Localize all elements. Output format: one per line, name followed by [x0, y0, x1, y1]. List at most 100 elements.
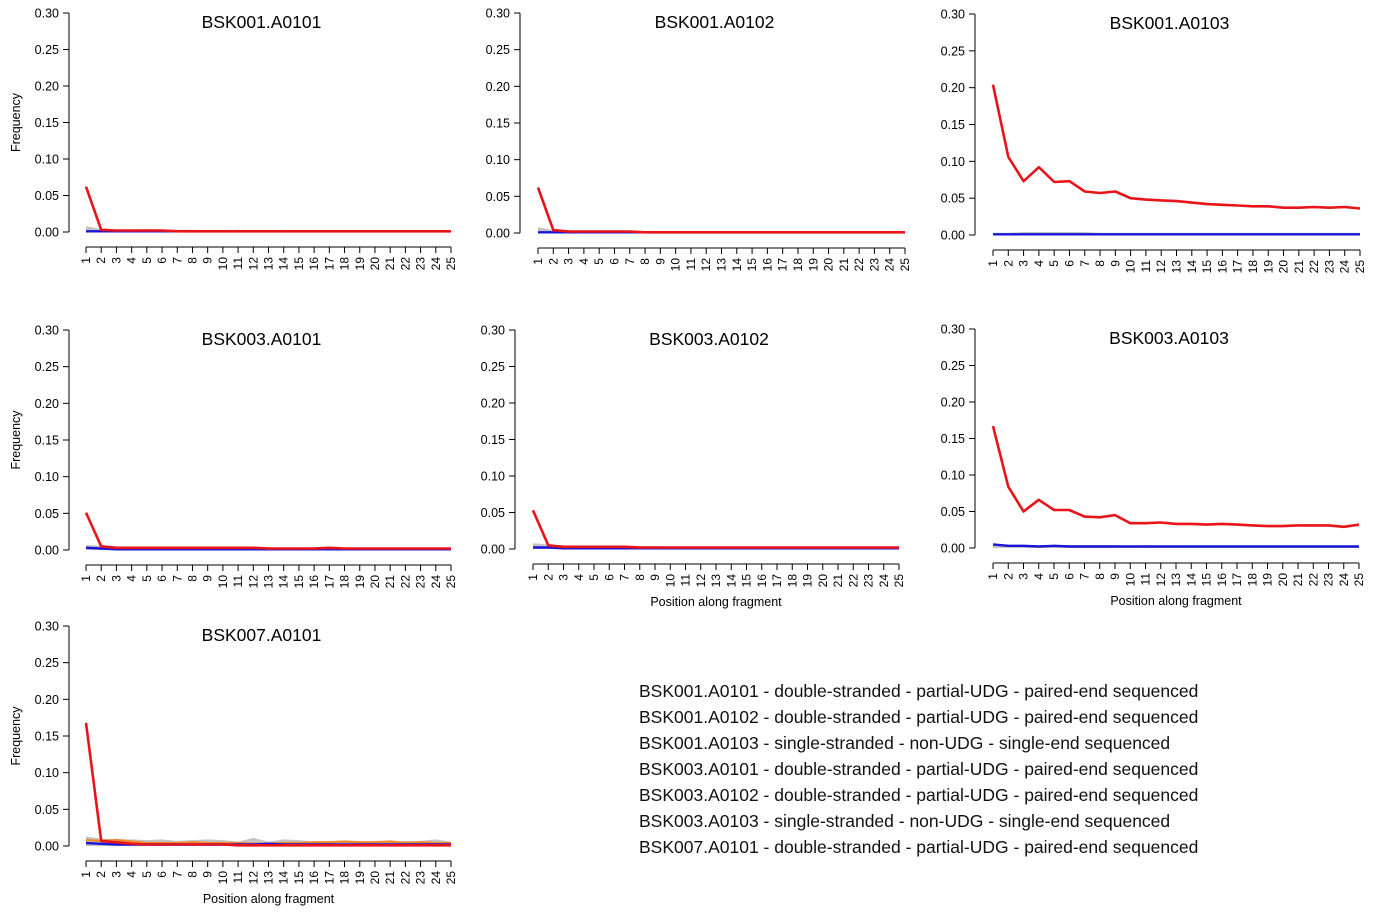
- series-line-red: [991, 84, 1361, 210]
- x-tick-label: 20: [1276, 573, 1290, 587]
- x-tick-label: 1: [986, 573, 1000, 580]
- x-tick-label: 6: [155, 257, 169, 264]
- y-axis-label: Frequency: [9, 410, 23, 470]
- x-tick-label: 11: [1139, 260, 1153, 273]
- x-tick-label: 13: [709, 574, 723, 588]
- y-tick-label: 0.00: [941, 542, 965, 556]
- x-tick-label: 13: [262, 871, 276, 885]
- x-tick-label: 11: [1139, 573, 1153, 586]
- x-tick-label: 4: [577, 258, 591, 265]
- x-tick-label: 23: [867, 258, 881, 272]
- x-tick-label: 13: [715, 258, 729, 272]
- series-line-red: [991, 425, 1360, 529]
- x-tick-label: 14: [1185, 260, 1199, 274]
- x-tick-label: 9: [201, 871, 215, 878]
- x-tick-label: 10: [663, 574, 677, 588]
- x-tick-label: 14: [277, 871, 291, 885]
- panel-title: BSK007.A0101: [202, 625, 322, 645]
- x-tick-label: 22: [1306, 573, 1320, 587]
- y-tick-label: 0.05: [941, 192, 965, 206]
- y-tick-label: 0.15: [941, 118, 965, 132]
- y-tick-label: 0.20: [486, 80, 510, 94]
- y-axis-label: Frequency: [9, 706, 23, 766]
- x-tick-label: 9: [201, 575, 215, 582]
- y-tick-label: 0.15: [35, 730, 59, 744]
- y-axis-label: Frequency: [9, 92, 23, 152]
- x-tick-label: 3: [109, 575, 123, 582]
- x-tick-label: 18: [791, 258, 805, 272]
- x-tick-label: 14: [730, 258, 744, 272]
- x-tick-label: 7: [170, 871, 184, 878]
- x-tick-label: 25: [444, 257, 458, 271]
- x-tick-label: 3: [557, 574, 571, 581]
- x-tick-label: 7: [1078, 573, 1092, 580]
- x-tick-label: 15: [1200, 260, 1214, 274]
- x-tick-label: 19: [353, 257, 367, 271]
- x-tick-label: 8: [185, 257, 199, 264]
- y-tick-label: 0.30: [481, 324, 505, 338]
- x-tick-label: 2: [541, 574, 555, 581]
- y-tick-label: 0.05: [35, 507, 59, 521]
- y-tick-label: 0.10: [35, 153, 59, 167]
- x-tick-label: 24: [1337, 573, 1351, 587]
- x-tick-label: 22: [846, 574, 860, 588]
- x-tick-label: 4: [572, 574, 586, 581]
- x-tick-label: 18: [338, 257, 352, 271]
- panel-title: BSK003.A0102: [649, 329, 769, 349]
- x-tick-label: 2: [1001, 573, 1015, 580]
- x-tick-label: 6: [602, 574, 616, 581]
- x-tick-label: 4: [125, 575, 139, 582]
- x-tick-label: 22: [398, 257, 412, 271]
- legend-entry: BSK001.A0103 - single-stranded - non-UDG…: [639, 733, 1171, 753]
- x-tick-label: 2: [1001, 260, 1015, 267]
- y-tick-label: 0.00: [486, 227, 510, 241]
- x-tick-label: 16: [755, 574, 769, 588]
- x-tick-label: 11: [684, 258, 698, 271]
- series-line-red: [536, 187, 905, 234]
- x-tick-label: 17: [770, 574, 784, 588]
- x-tick-label: 2: [546, 258, 560, 265]
- legend-entry: BSK001.A0102 - double-stranded - partial…: [639, 707, 1199, 727]
- x-tick-label: 22: [852, 258, 866, 272]
- y-tick-label: 0.10: [486, 153, 510, 167]
- x-tick-label: 8: [1093, 573, 1107, 580]
- x-tick-label: 19: [806, 258, 820, 272]
- y-tick-label: 0.25: [486, 43, 510, 57]
- x-tick-label: 1: [79, 871, 93, 878]
- y-tick-label: 0.15: [486, 117, 510, 131]
- x-tick-label: 11: [231, 871, 245, 884]
- x-tick-label: 1: [79, 257, 93, 264]
- y-tick-label: 0.05: [486, 190, 510, 204]
- panel-title: BSK001.A0102: [655, 12, 775, 32]
- legend-entry: BSK003.A0101 - double-stranded - partial…: [639, 759, 1199, 779]
- x-tick-label: 17: [322, 871, 336, 885]
- x-tick-label: 13: [1169, 573, 1183, 587]
- x-tick-label: 23: [1322, 573, 1336, 587]
- x-tick-label: 5: [1047, 260, 1061, 267]
- panel-title: BSK001.A0101: [202, 12, 322, 32]
- x-tick-label: 15: [1200, 573, 1214, 587]
- y-tick-label: 0.25: [481, 360, 505, 374]
- x-tick-label: 5: [1047, 573, 1061, 580]
- x-tick-label: 10: [1124, 260, 1138, 274]
- x-tick-label: 5: [140, 871, 154, 878]
- x-tick-label: 20: [816, 574, 830, 588]
- y-tick-label: 0.10: [481, 470, 505, 484]
- y-tick-label: 0.00: [941, 229, 965, 243]
- y-tick-label: 0.05: [481, 506, 505, 520]
- x-tick-label: 24: [1338, 260, 1352, 274]
- x-tick-label: 19: [353, 575, 367, 589]
- x-tick-label: 5: [587, 574, 601, 581]
- x-tick-label: 21: [383, 871, 397, 885]
- x-tick-label: 11: [231, 575, 245, 588]
- x-tick-label: 14: [277, 575, 291, 589]
- x-tick-label: 1: [531, 258, 545, 265]
- x-tick-label: 17: [1230, 573, 1244, 587]
- y-tick-label: 0.30: [35, 7, 59, 21]
- x-tick-label: 6: [155, 575, 169, 582]
- x-tick-label: 18: [1246, 260, 1260, 274]
- x-tick-label: 18: [338, 575, 352, 589]
- x-tick-label: 25: [898, 258, 912, 272]
- x-tick-label: 7: [1078, 260, 1092, 267]
